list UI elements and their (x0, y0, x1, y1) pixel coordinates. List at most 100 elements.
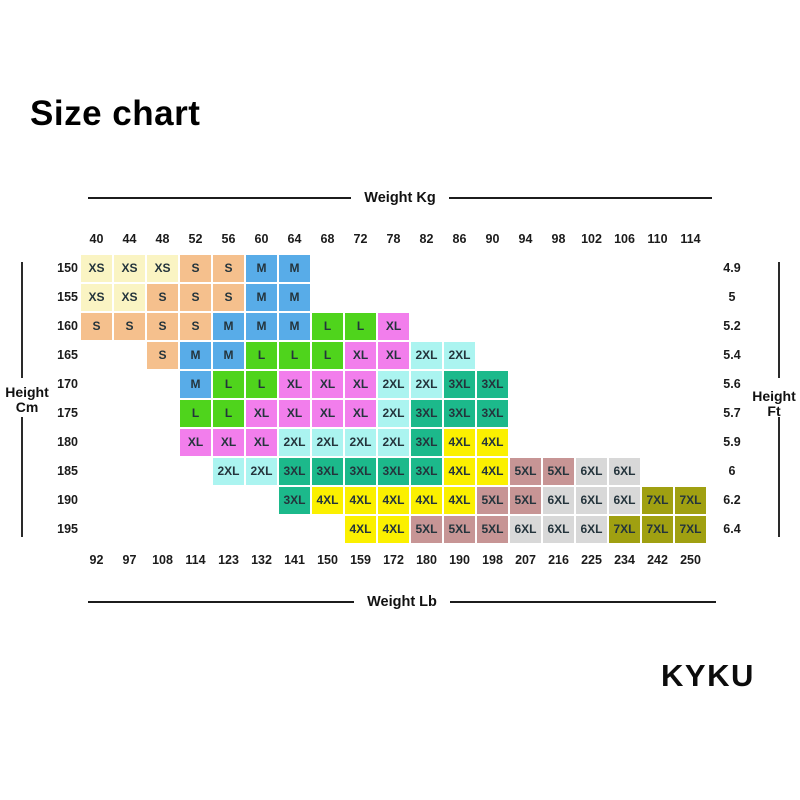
weight-kg-axis: Weight Kg (88, 190, 713, 206)
size-cell-170-82: 2XL (411, 371, 442, 398)
size-cell-190-94: 5XL (510, 487, 541, 514)
size-cell-170-64: XL (279, 371, 310, 398)
cm-tick-170: 170 (57, 377, 78, 391)
kg-tick-94: 94 (518, 232, 533, 246)
kg-tick-86: 86 (452, 232, 467, 246)
kg-tick-114: 114 (680, 232, 701, 246)
size-cell-170-60: L (246, 371, 277, 398)
lb-tick-92: 92 (89, 553, 104, 567)
kg-tick-78: 78 (386, 232, 401, 246)
lb-tick-216: 216 (548, 553, 569, 567)
size-cell-185-86: 4XL (444, 458, 475, 485)
size-cell-170-56: L (213, 371, 244, 398)
size-cell-195-94: 6XL (510, 516, 541, 543)
size-cell-185-64: 3XL (279, 458, 310, 485)
size-cell-190-82: 4XL (411, 487, 442, 514)
cm-tick-160: 160 (57, 319, 78, 333)
size-cell-195-72: 4XL (345, 516, 376, 543)
ft-tick-6.4: 6.4 (723, 522, 741, 536)
size-cell-160-68: L (312, 313, 343, 340)
size-cell-165-82: 2XL (411, 342, 442, 369)
size-cell-190-72: 4XL (345, 487, 376, 514)
size-cell-195-110: 7XL (642, 516, 673, 543)
lb-tick-132: 132 (251, 553, 272, 567)
ft-tick-5.9: 5.9 (723, 435, 741, 449)
size-cell-185-82: 3XL (411, 458, 442, 485)
size-cell-160-48: S (147, 313, 178, 340)
ft-tick-5.2: 5.2 (723, 319, 741, 333)
size-cell-180-52: XL (180, 429, 211, 456)
size-cell-180-68: 2XL (312, 429, 343, 456)
size-cell-165-78: XL (378, 342, 409, 369)
height-cm-label-line2: Cm (15, 399, 39, 415)
kg-tick-64: 64 (287, 232, 302, 246)
lb-tick-172: 172 (383, 553, 404, 567)
kg-tick-90: 90 (485, 232, 500, 246)
size-cell-185-98: 5XL (543, 458, 574, 485)
size-cell-155-64: M (279, 284, 310, 311)
kg-tick-48: 48 (155, 232, 170, 246)
cm-tick-175: 175 (57, 406, 78, 420)
size-cell-170-52: M (180, 371, 211, 398)
size-cell-155-44: XS (114, 284, 145, 311)
size-cell-175-64: XL (279, 400, 310, 427)
cm-tick-185: 185 (57, 464, 78, 478)
ft-tick-5.6: 5.6 (723, 377, 741, 391)
size-cell-185-72: 3XL (345, 458, 376, 485)
height-ft-label: Height Ft (742, 389, 800, 419)
size-cell-170-68: XL (312, 371, 343, 398)
ft-tick-5.4: 5.4 (723, 348, 741, 362)
size-cell-185-56: 2XL (213, 458, 244, 485)
size-cell-185-60: 2XL (246, 458, 277, 485)
kg-tick-56: 56 (221, 232, 236, 246)
kg-tick-40: 40 (89, 232, 104, 246)
size-cell-175-90: 3XL (477, 400, 508, 427)
height-ft-bracket-top (778, 262, 780, 378)
size-cell-160-72: L (345, 313, 376, 340)
size-cell-165-72: XL (345, 342, 376, 369)
size-cell-155-48: S (147, 284, 178, 311)
size-cell-190-68: 4XL (312, 487, 343, 514)
axis-rule-left (88, 197, 352, 199)
size-cell-160-52: S (180, 313, 211, 340)
size-cell-155-60: M (246, 284, 277, 311)
lb-tick-123: 123 (218, 553, 239, 567)
size-cell-155-40: XS (81, 284, 112, 311)
size-cell-180-90: 4XL (477, 429, 508, 456)
size-cell-190-102: 6XL (576, 487, 607, 514)
size-cell-170-72: XL (345, 371, 376, 398)
size-cell-150-44: XS (114, 255, 145, 282)
ft-tick-4.9: 4.9 (723, 261, 741, 275)
size-cell-165-60: L (246, 342, 277, 369)
size-cell-150-48: XS (147, 255, 178, 282)
size-cell-180-86: 4XL (444, 429, 475, 456)
kg-tick-52: 52 (188, 232, 203, 246)
kg-tick-44: 44 (122, 232, 137, 246)
cm-tick-195: 195 (57, 522, 78, 536)
size-cell-190-106: 6XL (609, 487, 640, 514)
kg-tick-60: 60 (254, 232, 269, 246)
size-cell-195-90: 5XL (477, 516, 508, 543)
size-cell-175-52: L (180, 400, 211, 427)
size-cell-180-60: XL (246, 429, 277, 456)
lb-tick-250: 250 (680, 553, 701, 567)
size-cell-190-86: 4XL (444, 487, 475, 514)
size-cell-155-52: S (180, 284, 211, 311)
size-cell-190-78: 4XL (378, 487, 409, 514)
cm-tick-190: 190 (57, 493, 78, 507)
size-cell-170-90: 3XL (477, 371, 508, 398)
size-cell-160-60: M (246, 313, 277, 340)
size-cell-195-78: 4XL (378, 516, 409, 543)
lb-tick-207: 207 (515, 553, 536, 567)
brand-logo: KYKU (661, 658, 755, 693)
size-cell-180-82: 3XL (411, 429, 442, 456)
lb-tick-234: 234 (614, 553, 635, 567)
lb-tick-108: 108 (152, 553, 173, 567)
size-cell-175-68: XL (312, 400, 343, 427)
lb-tick-150: 150 (317, 553, 338, 567)
size-cell-195-114: 7XL (675, 516, 706, 543)
ft-tick-6: 6 (728, 464, 736, 478)
size-cell-160-44: S (114, 313, 145, 340)
size-cell-190-110: 7XL (642, 487, 673, 514)
size-cell-175-56: L (213, 400, 244, 427)
